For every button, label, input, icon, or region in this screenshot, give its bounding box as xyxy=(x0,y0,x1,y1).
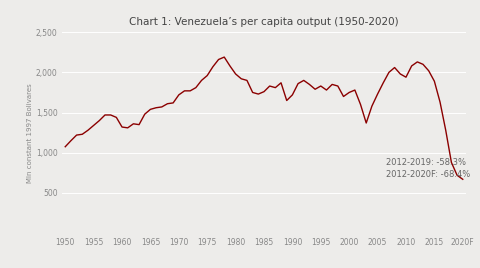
Text: 2012-2019: -58.3%
2012-2020F: -68.4%: 2012-2019: -58.3% 2012-2020F: -68.4% xyxy=(386,158,470,179)
Y-axis label: Mln constant 1997 Bolivares: Mln constant 1997 Bolivares xyxy=(27,83,33,183)
Title: Chart 1: Venezuela’s per capita output (1950-2020): Chart 1: Venezuela’s per capita output (… xyxy=(129,17,399,27)
